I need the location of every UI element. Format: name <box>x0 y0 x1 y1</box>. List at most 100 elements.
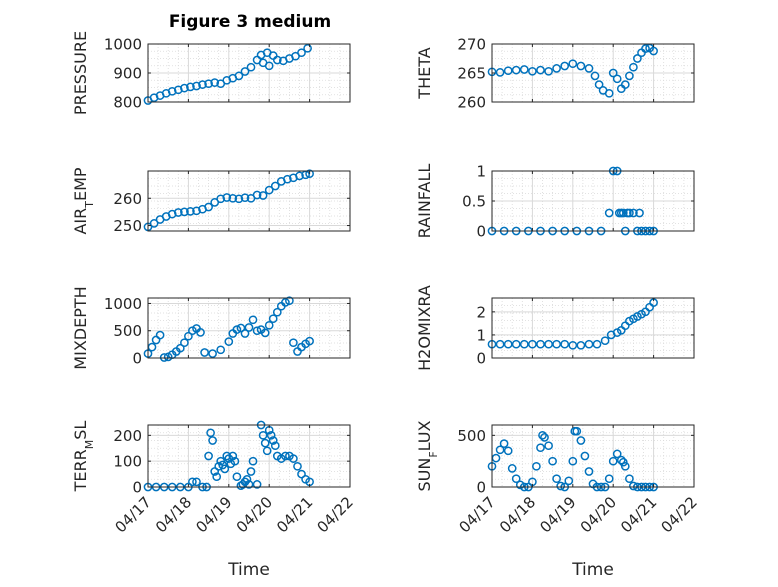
data-point <box>604 88 614 98</box>
subplot-3: 250 260 AIRTEMP <box>71 167 351 235</box>
data-point <box>240 67 250 76</box>
data-point <box>289 338 298 348</box>
data-point <box>572 426 582 436</box>
data-point <box>594 80 604 89</box>
y-axis-label: SUNFLUX <box>415 420 440 491</box>
data-point <box>224 337 234 346</box>
data-point <box>592 339 602 349</box>
data-point <box>560 339 570 349</box>
subplot-1: 800 900 1000 PRESSURE <box>71 31 351 115</box>
y-axis-label: RAINFALL <box>415 164 434 239</box>
subplot-2: 260 265 270 THETA <box>415 36 695 112</box>
data-point <box>200 348 209 357</box>
data-point <box>612 74 622 84</box>
data-point <box>608 68 618 78</box>
data-point <box>511 339 521 349</box>
data-point <box>234 71 244 81</box>
data-point <box>192 81 201 91</box>
data-point <box>590 71 600 81</box>
axes-box <box>147 297 351 359</box>
data-point <box>584 339 594 349</box>
data-point <box>264 185 274 195</box>
data-point <box>511 474 521 484</box>
data-point <box>188 477 197 487</box>
y-axis-label: AIRTEMP <box>71 167 96 234</box>
data-point <box>604 474 614 484</box>
data-point <box>180 207 189 217</box>
data-point <box>264 61 274 71</box>
data-point <box>248 315 258 325</box>
axes-box <box>147 424 351 488</box>
data-point <box>568 59 578 69</box>
data-point <box>499 439 509 448</box>
data-point <box>584 64 594 73</box>
data-point <box>246 467 256 476</box>
data-point <box>495 339 505 349</box>
data-point <box>495 445 505 455</box>
data-point <box>625 208 634 218</box>
data-point <box>208 349 217 358</box>
data-point <box>295 171 304 181</box>
data-point <box>192 206 201 216</box>
y-tick-label: 2 <box>476 303 486 321</box>
data-point <box>528 66 537 76</box>
data-point <box>208 436 217 445</box>
data-point <box>649 46 658 56</box>
data-point <box>230 456 240 466</box>
data-point <box>528 339 537 349</box>
data-point <box>244 480 254 489</box>
data-point <box>576 340 586 350</box>
data-point <box>258 430 268 440</box>
data-point <box>206 428 215 438</box>
data-point <box>244 323 254 332</box>
data-point <box>228 451 238 461</box>
data-point <box>584 467 594 476</box>
data-point <box>222 193 232 202</box>
data-point <box>228 193 238 203</box>
data-point <box>268 314 278 324</box>
data-point <box>536 65 545 75</box>
data-point <box>264 320 274 330</box>
data-point <box>212 472 222 482</box>
data-point <box>600 336 610 346</box>
data-point <box>246 62 256 72</box>
data-point <box>538 430 547 440</box>
data-point <box>544 339 553 349</box>
data-point <box>507 464 517 473</box>
data-point <box>544 441 553 451</box>
data-point <box>519 339 529 349</box>
data-point <box>536 339 545 349</box>
y-tick-label: 250 <box>113 217 142 235</box>
y-tick-label: 1000 <box>104 36 142 54</box>
data-point <box>252 480 262 489</box>
x-tick-label: 04/18 <box>152 493 195 536</box>
y-tick-label: 0 <box>132 350 142 368</box>
x-tick-label: 04/19 <box>536 493 579 536</box>
y-tick-label: 200 <box>113 427 142 445</box>
x-axis-label: Time <box>571 560 614 580</box>
data-point <box>149 219 159 228</box>
subplot-5: 0 500 1000 MIXDEPTH <box>71 286 351 370</box>
data-point <box>272 55 282 65</box>
data-point <box>629 208 638 218</box>
data-point <box>240 329 250 338</box>
data-point <box>260 328 270 338</box>
data-point <box>576 61 586 71</box>
data-point <box>289 454 298 463</box>
data-point <box>216 345 226 355</box>
data-point <box>216 194 226 204</box>
data-point <box>236 323 246 333</box>
data-point <box>285 296 294 306</box>
data-point <box>625 474 634 484</box>
data-point <box>552 474 561 484</box>
x-tick-label: 04/20 <box>577 493 620 536</box>
data-point <box>618 208 628 218</box>
data-point <box>204 202 213 212</box>
data-point <box>519 65 529 74</box>
y-tick-label: 0 <box>476 350 486 368</box>
data-point <box>283 174 292 184</box>
data-point <box>186 207 195 216</box>
y-tick-label: 900 <box>113 65 142 83</box>
subplot-6: 0 1 2 H2OMIXRA <box>415 285 695 371</box>
